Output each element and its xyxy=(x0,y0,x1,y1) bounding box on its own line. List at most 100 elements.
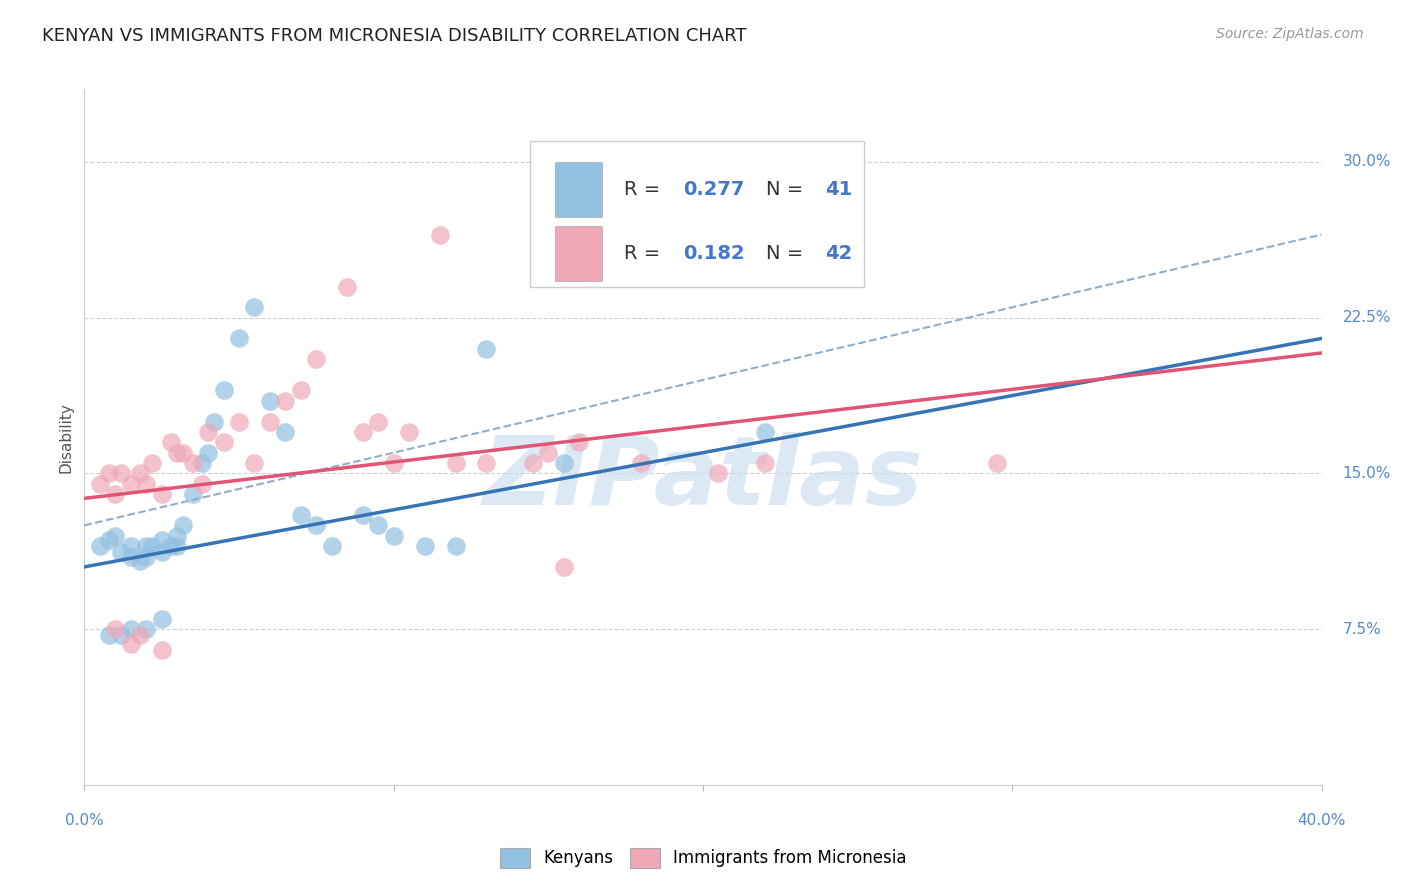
Point xyxy=(444,539,467,553)
Legend: Kenyans, Immigrants from Micronesia: Kenyans, Immigrants from Micronesia xyxy=(494,841,912,875)
Text: 30.0%: 30.0% xyxy=(1343,154,1391,169)
Point xyxy=(475,342,498,356)
Point xyxy=(197,425,219,439)
Point xyxy=(135,539,157,553)
Bar xyxy=(554,161,602,218)
Text: R =: R = xyxy=(624,244,666,263)
Point xyxy=(135,549,157,564)
Point xyxy=(413,539,436,553)
Text: 7.5%: 7.5% xyxy=(1343,622,1382,637)
Text: 0.277: 0.277 xyxy=(683,180,745,199)
Point xyxy=(160,539,183,553)
Point xyxy=(444,456,467,470)
Point xyxy=(228,415,250,429)
Point xyxy=(160,435,183,450)
Bar xyxy=(554,226,602,281)
Point xyxy=(89,539,111,553)
Point xyxy=(274,425,297,439)
Text: 0.182: 0.182 xyxy=(683,244,745,263)
Point xyxy=(290,508,312,522)
Point xyxy=(129,628,152,642)
Point xyxy=(166,539,188,553)
Point xyxy=(181,487,204,501)
Point xyxy=(243,456,266,470)
Point xyxy=(475,456,498,470)
Point xyxy=(382,456,405,470)
Point xyxy=(321,539,343,553)
Point xyxy=(202,415,225,429)
Point xyxy=(212,435,235,450)
Point xyxy=(150,612,173,626)
Point xyxy=(150,487,173,501)
Point xyxy=(986,456,1008,470)
Point xyxy=(243,300,266,314)
Point xyxy=(104,487,127,501)
Point xyxy=(398,425,420,439)
Text: 41: 41 xyxy=(825,180,853,199)
Point xyxy=(290,384,312,398)
Point xyxy=(259,415,281,429)
Point xyxy=(98,467,121,481)
Point xyxy=(98,533,121,547)
Point xyxy=(367,518,389,533)
Text: N =: N = xyxy=(766,180,810,199)
Point xyxy=(150,643,173,657)
Point xyxy=(305,518,328,533)
Point xyxy=(553,456,575,470)
Point xyxy=(129,554,152,568)
Point xyxy=(274,393,297,408)
Point xyxy=(522,456,544,470)
Point xyxy=(212,384,235,398)
Point xyxy=(352,425,374,439)
Point xyxy=(141,456,163,470)
Point xyxy=(191,456,214,470)
Point xyxy=(104,622,127,636)
Point xyxy=(172,518,194,533)
Text: Source: ZipAtlas.com: Source: ZipAtlas.com xyxy=(1216,27,1364,41)
Point xyxy=(367,415,389,429)
Point xyxy=(129,467,152,481)
Point xyxy=(352,508,374,522)
Point xyxy=(537,445,560,459)
Point xyxy=(336,279,359,293)
Point xyxy=(110,467,132,481)
Point xyxy=(120,539,142,553)
Point xyxy=(120,622,142,636)
Point xyxy=(104,529,127,543)
Text: ZIPatlas: ZIPatlas xyxy=(482,433,924,525)
Point xyxy=(568,435,591,450)
Text: R =: R = xyxy=(624,180,666,199)
Point xyxy=(166,445,188,459)
Text: 0.0%: 0.0% xyxy=(65,814,104,828)
Point xyxy=(754,425,776,439)
Point xyxy=(305,352,328,367)
Point xyxy=(166,529,188,543)
Text: 42: 42 xyxy=(825,244,853,263)
Point xyxy=(120,476,142,491)
Point xyxy=(150,533,173,547)
Text: N =: N = xyxy=(766,244,810,263)
Point xyxy=(197,445,219,459)
Point xyxy=(429,227,451,242)
Point xyxy=(172,445,194,459)
Point xyxy=(707,467,730,481)
Point xyxy=(110,628,132,642)
Point xyxy=(630,456,652,470)
Point xyxy=(98,628,121,642)
FancyBboxPatch shape xyxy=(530,141,863,287)
Point xyxy=(228,331,250,345)
Point xyxy=(135,476,157,491)
Text: 40.0%: 40.0% xyxy=(1298,814,1346,828)
Point xyxy=(110,545,132,559)
Point xyxy=(120,637,142,651)
Point xyxy=(120,549,142,564)
Text: 22.5%: 22.5% xyxy=(1343,310,1391,326)
Text: KENYAN VS IMMIGRANTS FROM MICRONESIA DISABILITY CORRELATION CHART: KENYAN VS IMMIGRANTS FROM MICRONESIA DIS… xyxy=(42,27,747,45)
Point xyxy=(141,539,163,553)
Point xyxy=(150,545,173,559)
Point xyxy=(181,456,204,470)
Point xyxy=(754,456,776,470)
Y-axis label: Disability: Disability xyxy=(58,401,73,473)
Point xyxy=(259,393,281,408)
Point xyxy=(135,622,157,636)
